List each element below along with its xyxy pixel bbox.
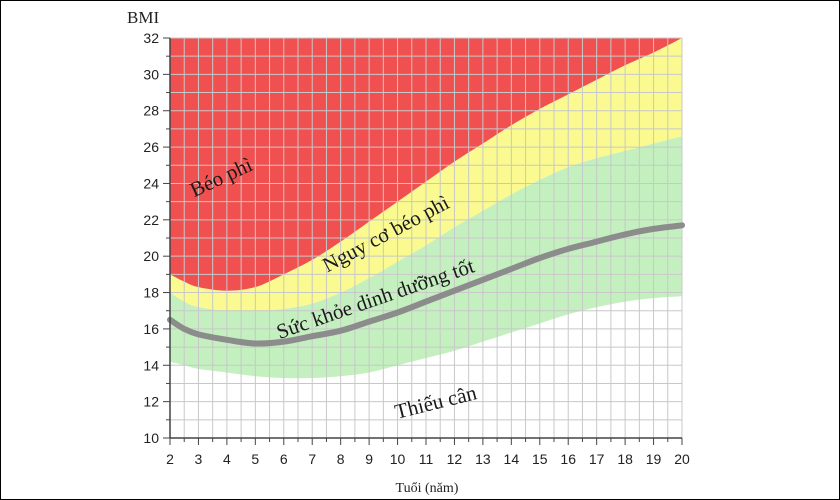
y-tick-label: 16: [143, 321, 159, 337]
x-tick-labels: 2 3 4 5 6 7 8 9 10 11 12 13 14 15 16 17 18 19 20: [166, 451, 690, 467]
x-tick-label: 11: [419, 451, 434, 467]
y-tick-label: 26: [143, 139, 159, 155]
x-tick-label: 10: [390, 451, 406, 467]
x-axis-label: Tuổi (năm): [396, 481, 459, 496]
x-tick-label: 13: [475, 451, 491, 467]
x-tick-label: 9: [365, 451, 373, 467]
y-tick-label: 22: [143, 212, 159, 228]
series-line-0: [167, 222, 685, 347]
x-tick-label: 19: [646, 451, 662, 467]
x-tick-label: 18: [617, 451, 633, 467]
x-tick-label: 8: [337, 451, 345, 467]
y-tick-label: 12: [143, 394, 159, 410]
axes-layer: [163, 37, 683, 445]
series-layer: [167, 222, 685, 347]
x-tick-label: 12: [447, 451, 463, 467]
x-tick-label: 7: [308, 451, 316, 467]
y-tick-label: 24: [143, 175, 159, 191]
y-tick-label: 10: [143, 430, 159, 446]
y-axis-label: BMI: [127, 8, 159, 27]
y-tick-label: 18: [143, 285, 159, 301]
x-tick-label: 14: [504, 451, 520, 467]
x-tick-label: 5: [251, 451, 259, 467]
x-tick-label: 15: [532, 451, 548, 467]
x-tick-label: 2: [166, 451, 174, 467]
x-tick-label: 4: [223, 451, 231, 467]
x-tick-label: 16: [560, 451, 576, 467]
y-tick-label: 28: [143, 103, 159, 119]
y-tick-label: 32: [143, 30, 159, 46]
y-tick-label: 20: [143, 248, 159, 264]
y-tick-label: 14: [143, 357, 159, 373]
x-tick-label: 17: [589, 451, 605, 467]
x-tick-label: 3: [195, 451, 203, 467]
y-tick-label: 30: [143, 66, 159, 82]
x-tick-label: 20: [674, 451, 690, 467]
y-tick-labels: 10 12 14 16 18 20 22 24 26 28 30 32: [143, 30, 159, 446]
x-tick-label: 6: [280, 451, 288, 467]
